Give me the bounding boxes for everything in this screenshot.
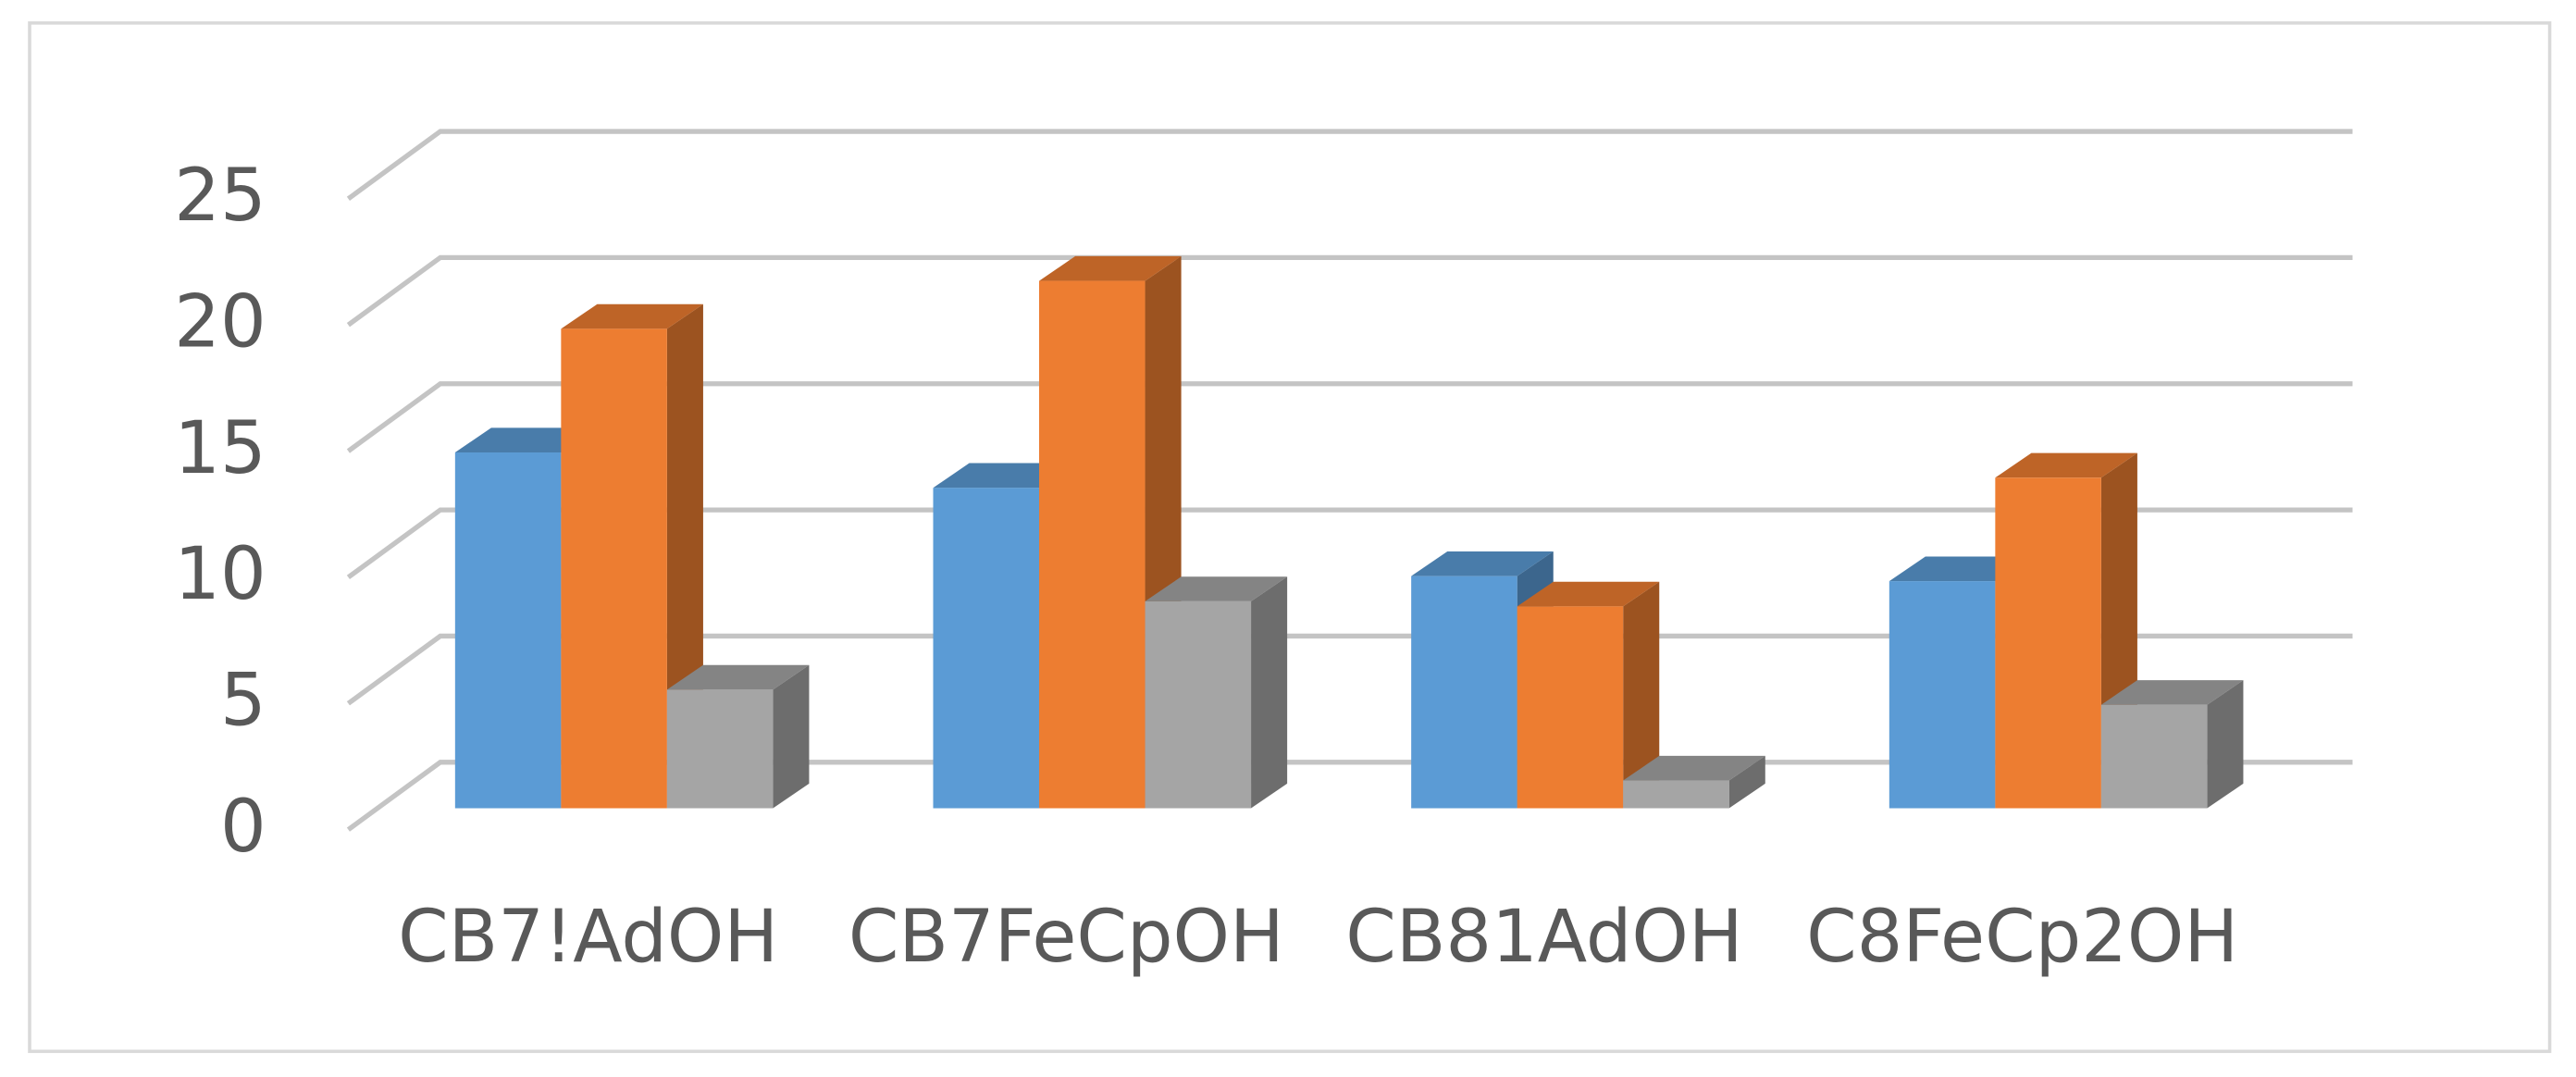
grid-line — [346, 381, 2353, 453]
bar-top — [1411, 551, 1554, 576]
bar — [1995, 477, 2101, 809]
bar-top — [561, 303, 703, 329]
y-tick-label: 0 — [220, 785, 266, 869]
bar-side — [1251, 576, 1288, 809]
x-tick-label: CB7FeCpOH — [848, 895, 1284, 979]
grid-line — [346, 507, 2353, 580]
bar — [454, 452, 562, 809]
x-tick-label: CB81AdOH — [1345, 895, 1742, 979]
bar-top — [1517, 581, 1660, 607]
bar-top — [2100, 680, 2244, 705]
bar — [1039, 280, 1146, 809]
grid-line — [346, 254, 2353, 328]
grid-line — [346, 129, 2353, 201]
y-tick-label: 10 — [174, 532, 266, 616]
bar-top — [1995, 452, 2137, 478]
y-tick-label: 15 — [174, 406, 266, 490]
x-tick-label: CB7!AdOH — [398, 895, 778, 979]
bar-top — [1145, 576, 1288, 601]
bar — [1145, 600, 1252, 809]
bar — [2100, 704, 2208, 809]
bar-side — [773, 664, 810, 809]
y-tick-label: 5 — [220, 659, 266, 743]
x-tick-label: C8FeCp2OH — [1806, 895, 2238, 979]
y-tick-label: 20 — [174, 279, 266, 364]
bar — [1889, 581, 1996, 809]
bar-top — [666, 664, 810, 690]
bar — [1517, 606, 1624, 809]
bar-side — [2207, 680, 2244, 809]
bar — [933, 488, 1040, 809]
y-tick-label: 25 — [174, 154, 266, 238]
bar-top — [1623, 755, 1765, 781]
bar-top — [1039, 255, 1182, 281]
bar — [561, 328, 667, 809]
bar-side — [1623, 581, 1660, 809]
bar — [666, 689, 774, 809]
bar — [1411, 576, 1517, 809]
grid-line — [346, 633, 2353, 706]
bar-side — [1728, 755, 1765, 809]
bar — [1623, 780, 1729, 809]
